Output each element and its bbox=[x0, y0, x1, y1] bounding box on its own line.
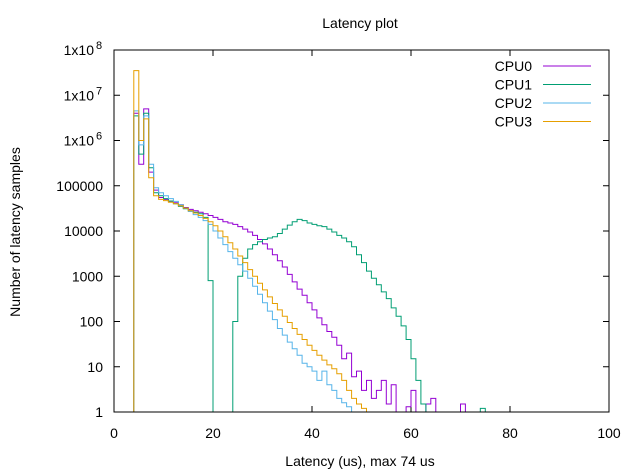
x-tick-label: 100 bbox=[597, 425, 621, 441]
y-tick-label: 100000 bbox=[56, 178, 103, 194]
legend-label: CPU0 bbox=[495, 58, 533, 74]
x-tick-label: 80 bbox=[502, 425, 518, 441]
legend-label: CPU3 bbox=[495, 114, 533, 130]
y-tick-exponent: 6 bbox=[96, 131, 102, 143]
y-axis-label: Number of latency samples bbox=[7, 147, 23, 317]
series-line-cpu2 bbox=[128, 110, 367, 413]
series-line-cpu1 bbox=[128, 112, 491, 413]
x-tick-label: 40 bbox=[304, 425, 320, 441]
x-axis-label: Latency (us), max 74 us bbox=[285, 453, 434, 469]
y-tick-exponent: 8 bbox=[96, 40, 102, 52]
legend-label: CPU1 bbox=[495, 77, 533, 93]
plot-frame bbox=[113, 49, 610, 413]
y-tick-label: 100 bbox=[80, 314, 104, 330]
y-tick-label: 1000 bbox=[72, 268, 103, 284]
y-tick-label: 1x10 bbox=[64, 87, 95, 103]
x-tick-label: 0 bbox=[110, 425, 118, 441]
y-tick-exponent: 7 bbox=[96, 85, 102, 97]
series-group bbox=[128, 70, 491, 413]
y-tick-label: 10 bbox=[87, 359, 103, 375]
y-tick-label: 1 bbox=[95, 404, 103, 420]
legend: CPU0 CPU1 CPU2 CPU3 bbox=[495, 58, 591, 130]
x-tick-label: 20 bbox=[205, 425, 221, 441]
y-tick-label: 1x10 bbox=[64, 133, 95, 149]
x-tick-label: 60 bbox=[403, 425, 419, 441]
legend-label: CPU2 bbox=[495, 95, 533, 111]
y-tick-label: 1x10 bbox=[64, 42, 95, 58]
series-line-cpu3 bbox=[128, 70, 372, 413]
chart-title: Latency plot bbox=[322, 15, 398, 31]
y-tick-label: 10000 bbox=[64, 223, 103, 239]
